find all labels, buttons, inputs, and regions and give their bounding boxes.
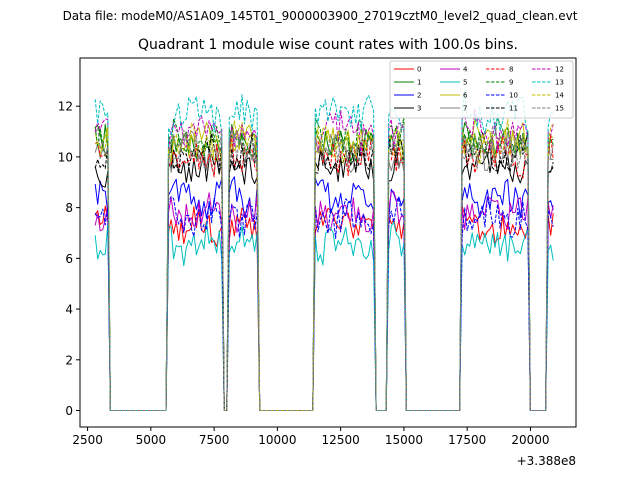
legend-label: 13 bbox=[555, 79, 564, 87]
legend-label: 10 bbox=[509, 92, 518, 100]
y-tick-label: 0 bbox=[65, 404, 73, 418]
legend-label: 6 bbox=[463, 92, 468, 100]
series-line-5 bbox=[94, 221, 554, 411]
legend-label: 8 bbox=[509, 66, 513, 74]
legend-label: 0 bbox=[417, 66, 421, 74]
series-line-10 bbox=[94, 196, 554, 411]
x-tick-label: 15000 bbox=[385, 433, 423, 447]
x-offset-label: +3.388e8 bbox=[517, 454, 576, 468]
series-line-2 bbox=[94, 176, 554, 411]
y-tick-label: 12 bbox=[58, 100, 73, 114]
legend-label: 11 bbox=[509, 105, 518, 113]
legend-label: 12 bbox=[555, 66, 564, 74]
x-tick-label: 10000 bbox=[258, 433, 296, 447]
y-tick-label: 6 bbox=[65, 252, 73, 266]
chart-title: Quadrant 1 module wise count rates with … bbox=[138, 37, 518, 53]
legend-label: 3 bbox=[417, 105, 421, 113]
legend-label: 14 bbox=[555, 92, 564, 100]
series-line-4 bbox=[94, 191, 554, 411]
x-tick-label: 7500 bbox=[199, 433, 230, 447]
y-tick-label: 2 bbox=[65, 353, 73, 367]
series-line-12 bbox=[94, 108, 554, 411]
x-tick-label: 12500 bbox=[322, 433, 360, 447]
plot-frame bbox=[79, 57, 577, 428]
legend-box bbox=[389, 60, 574, 119]
legend-label: 1 bbox=[417, 79, 421, 87]
suptitle: Data file: modeM0/AS1A09_145T01_90000039… bbox=[63, 9, 578, 23]
x-tick-label: 17500 bbox=[448, 433, 486, 447]
y-tick-label: 4 bbox=[65, 303, 73, 317]
legend-label: 4 bbox=[463, 66, 468, 74]
y-tick-label: 10 bbox=[58, 150, 73, 164]
legend-label: 5 bbox=[463, 79, 467, 87]
series-line-7 bbox=[94, 130, 554, 411]
series-line-15 bbox=[94, 125, 554, 411]
axes-layer: 2500 5000 7500 10000 12500 15000 17500 20000 0 2 4… bbox=[58, 100, 550, 447]
legend-label: 7 bbox=[463, 105, 467, 113]
x-tick-label: 5000 bbox=[136, 433, 167, 447]
series-line-14 bbox=[95, 118, 554, 411]
series-line-13 bbox=[94, 91, 554, 411]
series-line-0 bbox=[94, 205, 554, 411]
y-tick-label: 8 bbox=[65, 201, 73, 215]
series-line-1 bbox=[94, 122, 554, 411]
x-tick-label: 2500 bbox=[72, 433, 103, 447]
series-line-11 bbox=[94, 132, 554, 411]
legend-label: 9 bbox=[509, 79, 513, 87]
series-line-8 bbox=[95, 133, 554, 411]
x-tick-label: 20000 bbox=[511, 433, 549, 447]
legend-label: 2 bbox=[417, 92, 421, 100]
legend-label: 15 bbox=[555, 105, 564, 113]
series-layer bbox=[94, 91, 554, 411]
